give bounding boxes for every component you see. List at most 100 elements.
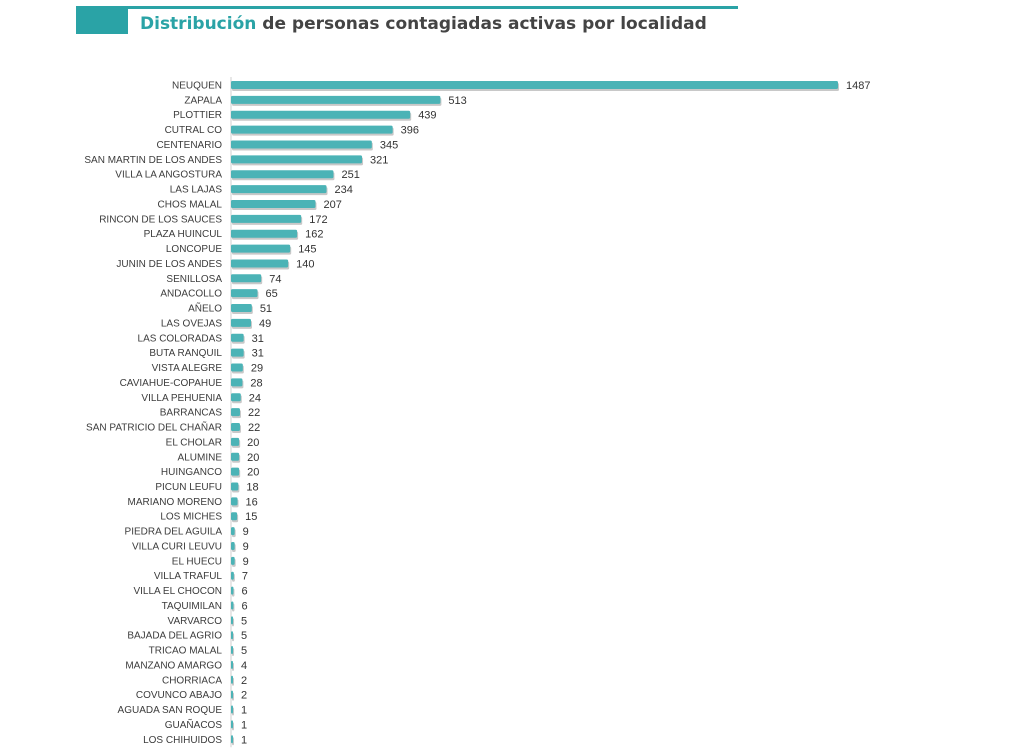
chart-title-accent: Distribución: [140, 14, 257, 34]
category-label: TRICAO MALAL: [149, 646, 223, 657]
bar: [231, 393, 241, 402]
bar: [231, 81, 838, 89]
bar: [231, 541, 235, 550]
bar: [231, 571, 234, 580]
category-label: GUAÑACOS: [165, 718, 223, 731]
value-label: 20: [247, 467, 259, 479]
bar: [231, 110, 411, 119]
category-label: VILLA CURI LEUVU: [132, 541, 222, 552]
category-label: AGUADA SAN ROQUE: [118, 705, 223, 716]
value-label: 1: [241, 705, 247, 717]
category-label: VARVARCO: [168, 616, 223, 627]
value-label: 2: [241, 690, 247, 702]
category-label: COVUNCO ABAJO: [136, 690, 222, 701]
bar: [231, 348, 244, 357]
bar: [231, 214, 302, 223]
bar: [231, 244, 291, 253]
category-label: CHOS MALAL: [158, 199, 223, 210]
category-label: JUNIN DE LOS ANDES: [116, 259, 222, 270]
value-label: 162: [305, 229, 323, 241]
value-label: 5: [241, 630, 247, 642]
value-label: 15: [245, 511, 257, 523]
bar: [231, 720, 233, 729]
value-label: 1487: [846, 80, 870, 92]
bar: [231, 690, 233, 699]
bar: [231, 482, 239, 491]
bar: [231, 333, 244, 342]
bar: [231, 675, 233, 684]
value-label: 234: [335, 184, 353, 196]
bar: [231, 735, 233, 744]
category-label: VILLA PEHUENIA: [141, 393, 222, 404]
value-label: 31: [252, 348, 264, 360]
chart-title-rest: de personas contagiadas activas por loca…: [256, 14, 707, 34]
value-label: 29: [251, 363, 263, 375]
category-label: PICUN LEUFU: [155, 482, 222, 493]
bar: [231, 467, 240, 476]
chart-title: Distribución de personas contagiadas act…: [140, 14, 707, 34]
bar: [231, 452, 240, 461]
category-label: PLOTTIER: [173, 110, 222, 121]
category-label: LONCOPUE: [166, 244, 222, 255]
category-label: CAVIAHUE-COPAHUE: [120, 378, 223, 389]
bar: [231, 601, 234, 610]
value-label: 9: [243, 556, 249, 568]
category-label: NEUQUEN: [172, 81, 222, 92]
category-label: LOS MICHES: [160, 512, 222, 523]
bar: [231, 705, 233, 714]
bar: [231, 95, 441, 104]
value-label: 6: [241, 600, 247, 612]
bar: [231, 304, 252, 313]
category-label: VILLA TRAFUL: [154, 571, 223, 582]
bar: [231, 586, 234, 595]
value-label: 5: [241, 615, 247, 627]
value-label: 321: [370, 154, 388, 166]
value-label: 18: [246, 481, 258, 493]
bar: [231, 289, 258, 298]
category-label: LAS OVEJAS: [161, 318, 222, 329]
value-label: 172: [309, 214, 327, 226]
value-label: 145: [298, 244, 316, 256]
category-label: LOS CHIHUIDOS: [143, 735, 222, 746]
value-label: 345: [380, 139, 398, 151]
value-label: 65: [266, 288, 278, 300]
category-label: BARRANCAS: [160, 408, 223, 419]
bar: [231, 363, 243, 372]
value-label: 1: [241, 734, 247, 746]
category-label: MARIANO MORENO: [128, 497, 223, 508]
header-rule: [76, 6, 738, 9]
bar: [231, 423, 240, 432]
bar: [231, 556, 235, 565]
category-label: ANDACOLLO: [160, 289, 222, 300]
category-label: LAS LAJAS: [170, 185, 223, 196]
value-label: 396: [401, 125, 419, 137]
header-accent-block: [76, 8, 128, 34]
category-label: HUINGANCO: [161, 467, 222, 478]
value-label: 28: [250, 377, 262, 389]
bar: [231, 259, 289, 268]
value-label: 5: [241, 645, 247, 657]
value-label: 22: [248, 422, 260, 434]
category-label: TAQUIMILAN: [162, 601, 222, 612]
category-label: SENILLOSA: [166, 274, 222, 285]
value-label: 439: [418, 110, 436, 122]
value-label: 51: [260, 303, 272, 315]
bar: [231, 274, 262, 283]
bar: [231, 229, 298, 238]
bar: [231, 616, 234, 625]
value-label: 4: [241, 660, 247, 672]
category-label: ALUMINE: [178, 452, 223, 463]
bar: [231, 512, 238, 521]
bar: [231, 125, 393, 134]
value-label: 6: [241, 586, 247, 598]
value-label: 9: [243, 541, 249, 553]
value-label: 7: [242, 571, 248, 583]
category-label: VILLA EL CHOCON: [133, 586, 222, 597]
category-label: SAN MARTIN DE LOS ANDES: [84, 155, 222, 166]
value-label: 207: [323, 199, 341, 211]
category-label: EL HUECU: [172, 556, 222, 567]
value-label: 2: [241, 675, 247, 687]
bar: [231, 378, 243, 387]
value-label: 20: [247, 452, 259, 464]
